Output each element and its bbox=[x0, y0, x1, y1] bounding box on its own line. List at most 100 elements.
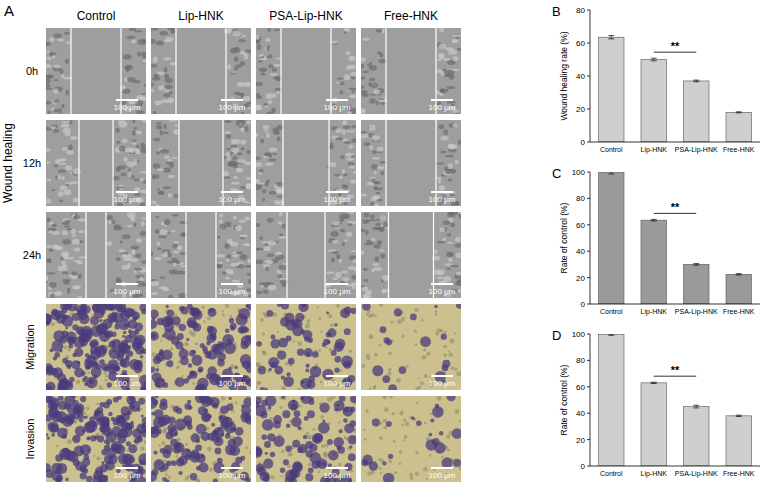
stained-cell bbox=[100, 309, 105, 314]
pore bbox=[197, 480, 201, 482]
cell-texture bbox=[173, 251, 180, 253]
cell-texture bbox=[382, 28, 385, 33]
wound-edge bbox=[324, 212, 325, 298]
cell-texture bbox=[64, 189, 72, 195]
row-label: 12h bbox=[23, 157, 41, 169]
stained-cell bbox=[153, 356, 162, 365]
stained-cell bbox=[86, 377, 98, 389]
stained-cell bbox=[138, 453, 146, 465]
cell-texture bbox=[171, 157, 177, 159]
cell-texture bbox=[160, 276, 166, 278]
pore bbox=[184, 342, 188, 346]
cell-texture bbox=[339, 218, 344, 222]
stained-cell bbox=[62, 358, 68, 364]
cell-texture bbox=[449, 212, 453, 215]
cell-texture bbox=[445, 47, 454, 50]
cell-texture bbox=[256, 290, 262, 294]
cell-texture bbox=[277, 274, 283, 278]
stained-cell bbox=[288, 358, 295, 365]
cell-texture bbox=[256, 35, 260, 40]
pore bbox=[308, 322, 310, 324]
cell-texture bbox=[164, 67, 168, 73]
cell-texture bbox=[61, 104, 64, 109]
cell-texture bbox=[436, 277, 443, 280]
pore bbox=[277, 331, 279, 333]
cell-texture bbox=[160, 149, 169, 154]
stained-cell bbox=[140, 469, 145, 474]
stained-cell bbox=[137, 408, 141, 412]
stained-cell bbox=[300, 378, 311, 389]
pore bbox=[366, 313, 369, 316]
stained-cell bbox=[75, 426, 86, 437]
pore bbox=[422, 355, 427, 360]
stained-cell bbox=[88, 379, 93, 384]
cell-texture bbox=[141, 261, 146, 264]
stained-cell bbox=[241, 335, 251, 346]
stained-cell bbox=[125, 356, 129, 360]
scale-bar bbox=[326, 99, 348, 101]
cell-texture bbox=[244, 126, 248, 132]
cell-texture bbox=[72, 239, 80, 245]
cell-texture bbox=[153, 138, 161, 142]
cell-texture bbox=[177, 245, 182, 250]
cell-texture bbox=[445, 169, 452, 174]
cell-texture bbox=[246, 183, 251, 189]
cell-texture bbox=[448, 258, 453, 262]
cell-texture bbox=[376, 219, 380, 221]
cell-texture bbox=[219, 220, 223, 224]
wound-edge bbox=[185, 212, 186, 298]
cell-texture bbox=[273, 93, 277, 98]
stained-cell bbox=[80, 396, 86, 402]
stained-cell bbox=[90, 349, 100, 359]
cell-texture bbox=[159, 31, 168, 35]
panel-letter: A bbox=[4, 2, 14, 19]
stained-cell bbox=[341, 355, 353, 367]
cell-texture bbox=[132, 120, 135, 123]
stained-cell bbox=[84, 416, 87, 419]
stained-cell bbox=[87, 423, 91, 427]
pore bbox=[256, 386, 258, 389]
cell-texture bbox=[344, 141, 352, 144]
cell-texture bbox=[377, 240, 382, 245]
micrograph-bg bbox=[361, 212, 461, 298]
cell-texture bbox=[224, 243, 229, 249]
cell-texture bbox=[438, 53, 444, 59]
stained-cell bbox=[179, 306, 185, 312]
micrograph-bg bbox=[256, 120, 356, 206]
pore bbox=[320, 381, 323, 384]
column-header: Lip-HNK bbox=[178, 9, 223, 23]
stained-cell bbox=[304, 348, 313, 357]
cell-texture bbox=[167, 159, 172, 162]
pore bbox=[361, 364, 365, 368]
stained-cell bbox=[49, 409, 58, 418]
cell-texture bbox=[362, 111, 365, 113]
column-header: Control bbox=[77, 9, 116, 23]
stained-cell bbox=[208, 308, 217, 317]
stained-cell bbox=[322, 343, 326, 347]
cell-texture bbox=[69, 120, 72, 124]
pore bbox=[157, 366, 159, 368]
cell-texture bbox=[50, 52, 57, 55]
cell-texture bbox=[46, 42, 51, 46]
cell-texture bbox=[365, 290, 371, 295]
stained-cell bbox=[78, 311, 87, 320]
cell-texture bbox=[361, 76, 365, 79]
stained-cell bbox=[188, 363, 193, 368]
pore bbox=[367, 356, 371, 360]
cell-texture bbox=[66, 90, 69, 96]
stained-cell bbox=[244, 327, 249, 332]
cell-texture bbox=[179, 221, 188, 224]
pore bbox=[423, 348, 426, 351]
pore bbox=[330, 324, 334, 328]
micrograph-bg bbox=[256, 212, 356, 298]
cell-texture bbox=[61, 74, 64, 79]
cell-texture bbox=[226, 134, 232, 139]
stained-cell bbox=[442, 364, 449, 371]
cell-texture bbox=[241, 147, 245, 150]
stained-cell bbox=[181, 347, 184, 350]
cell-texture bbox=[53, 165, 58, 168]
stained-cell bbox=[96, 418, 100, 422]
stained-cell bbox=[297, 349, 304, 356]
micrograph bbox=[46, 28, 146, 114]
cell-texture bbox=[233, 163, 238, 168]
